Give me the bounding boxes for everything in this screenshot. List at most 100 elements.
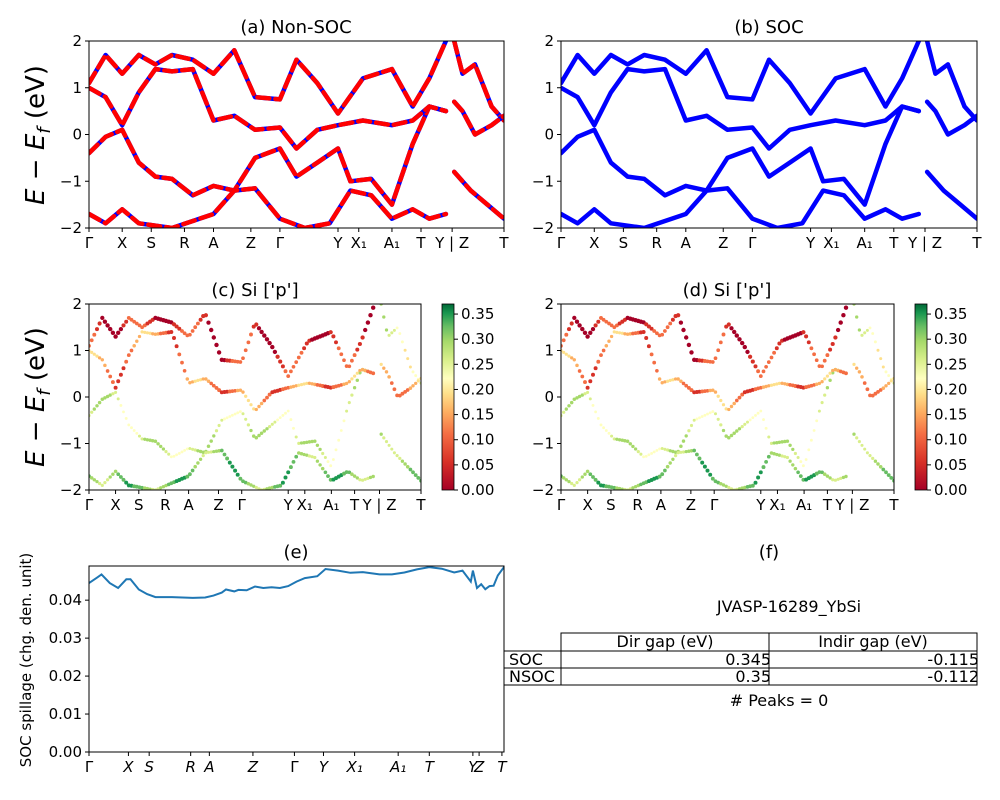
panel-c-band-1-dot — [90, 350, 94, 355]
panel-d-band-3-dot — [758, 470, 763, 475]
panel-d-band-0-dot — [812, 429, 816, 432]
panel-d-band-4-dot — [857, 328, 862, 332]
panel-c-band-2-dot — [180, 329, 184, 333]
panel-c-band-3-dot — [297, 451, 301, 455]
panel-c-cbtick-label: 0.00 — [461, 481, 494, 499]
panel-d-band-3-dot — [719, 482, 723, 486]
panel-c-xtick-label: S — [134, 496, 144, 514]
panel-d-band-1-dot — [604, 344, 609, 348]
panel-d-band-2-dot — [758, 374, 763, 378]
panel-c-band-3-dot — [190, 468, 195, 473]
panel-d-band-5-dot — [855, 366, 859, 370]
panel-d-band-3-dot — [609, 485, 614, 490]
panel-d-band-1-dot — [660, 381, 664, 385]
panel-d-band-5-dot — [852, 362, 856, 367]
panel-d-band-0-dot — [588, 397, 592, 401]
panel-b-band-5 — [924, 99, 977, 137]
panel-c-band-6-dot — [379, 432, 383, 436]
panel-d-band-4-dot — [863, 331, 867, 335]
panel-c-band-2-dot — [360, 335, 365, 340]
panel-c-band-0-dot — [127, 423, 131, 427]
panel-c-band-2-dot — [365, 320, 371, 325]
panel-c-cbtick-label: 0.05 — [461, 456, 494, 474]
panel-d-xtick-label: T — [888, 496, 899, 514]
panel-c-cbtick-label: 0.25 — [461, 355, 494, 373]
panel-a-band-1 — [89, 66, 449, 151]
panel-d-band-0-dot — [793, 451, 797, 456]
panel-c-band-6-dot — [405, 465, 410, 469]
panel-c-band-3-dot — [299, 451, 304, 456]
panel-d-band-1-dot — [734, 398, 739, 403]
panel-c-band-2-dot — [113, 334, 118, 339]
panel-d-band-2-dot — [734, 333, 739, 338]
panel-c-band-1-dot — [355, 371, 359, 375]
panel-d-band-2-dot — [774, 346, 779, 351]
panel-d-band-0-dot — [719, 423, 723, 427]
panel-d-band-0-dot — [780, 440, 784, 444]
panel-c-band-3-dot — [219, 448, 224, 453]
panel-d-band-3-dot — [631, 486, 635, 490]
panel-c-band-3-dot — [249, 483, 253, 487]
panel-d-band-0-dot — [801, 464, 805, 468]
panel-d-band-3-dot — [721, 483, 726, 487]
panel-c-band-2-dot — [126, 315, 131, 320]
panel-c-band-2-dot — [134, 321, 139, 326]
panel-c-colorbar-ticks: 0.00 0.05 0.10 0.15 0.20 0.25 0.30 0.35 — [454, 305, 494, 499]
panel-d-band-5-dot — [878, 388, 883, 392]
panel-e-ytick-label: 0.03 — [49, 629, 82, 647]
panel-e-title: (e) — [283, 542, 308, 563]
panel-d-band-3-dot — [788, 459, 792, 463]
panel-c-band-1-dot — [297, 383, 301, 387]
panel-d-band-3-dot — [679, 450, 683, 454]
panel-c-band-2-dot — [92, 332, 97, 337]
panel-c-band-5-dot — [387, 375, 391, 379]
panel-d-band-0-dot — [751, 416, 755, 420]
panel-d-band-3-dot — [628, 487, 632, 490]
panel-b-title: (b) SOC — [734, 17, 803, 38]
panel-c-band-3-dot — [159, 486, 163, 490]
panel-c-band-2-dot — [371, 305, 376, 310]
panel-c-band-2-dot — [211, 335, 216, 340]
panel-c-band-0-dot — [297, 441, 301, 445]
panel-d-band-1-dot — [737, 395, 742, 400]
panel-d-cbtick-label: 0.00 — [934, 481, 967, 499]
panel-c-band-1-dot — [360, 367, 365, 372]
panel-c-band-4-dot — [406, 357, 410, 361]
panel-d-band-1-dot — [713, 390, 718, 394]
panel-d-band-2-dot — [713, 356, 718, 361]
panel-d-band-3-dot — [583, 472, 587, 476]
panel-a-ytick-label: −2 — [60, 219, 82, 237]
panel-c-band-3-dot — [97, 481, 102, 486]
panel-d-band-0-dot — [828, 378, 832, 383]
panel-c-colorbar — [441, 303, 455, 491]
panel-c-ytick-label: 1 — [72, 342, 82, 360]
panel-d-band-2-dot — [601, 317, 606, 322]
panel-d-band-0-dot — [633, 447, 638, 451]
panel-b-xtick-label: A — [681, 234, 692, 252]
panel-d-band-0-dot — [596, 416, 600, 420]
panel-c-band-3-dot — [371, 474, 375, 479]
panel-b-ytick-label: −2 — [532, 219, 554, 237]
panel-d-band-1-dot — [814, 382, 819, 386]
panel-d-band-0-dot — [583, 392, 587, 396]
panel-c-band-0-dot — [268, 425, 272, 429]
panel-c-band-3-dot — [262, 487, 266, 490]
panel-d-band-5-dot — [860, 375, 864, 379]
panel-c-band-2-dot — [108, 326, 113, 332]
panel-c-band-1-dot — [201, 377, 205, 381]
panel-c-band-0-dot — [355, 378, 360, 383]
panel-d-band-3-dot — [564, 478, 569, 482]
panel-d-band-1-dot — [591, 372, 595, 377]
panel-b-band-4 — [924, 41, 977, 123]
panel-c-band-2-dot — [328, 330, 333, 335]
panel-d-band-3-dot — [612, 485, 617, 490]
panel-e-spillage-series — [89, 566, 504, 599]
panel-d-band-4-dot — [855, 315, 859, 319]
panel-d-band-2-dot — [590, 326, 596, 332]
panel-d-band-3-dot — [575, 480, 579, 485]
panel-d-band-2-dot — [740, 340, 745, 346]
panel-c-band-2-dot — [259, 329, 264, 335]
panel-d-band-1-dot — [588, 379, 593, 384]
panel-d-cbtick-label: 0.25 — [934, 355, 967, 373]
panel-c-band-3-dot — [151, 487, 155, 490]
